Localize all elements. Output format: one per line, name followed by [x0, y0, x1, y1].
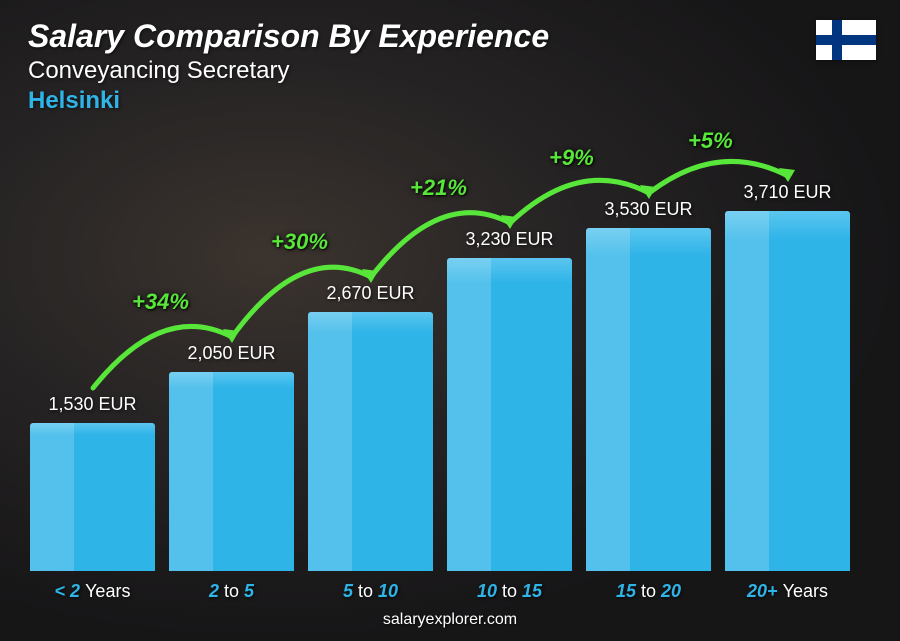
bar-group: 3,710 EUR20+ Years — [725, 182, 850, 571]
bar-category-label: < 2 Years — [55, 581, 131, 602]
chart-title: Salary Comparison By Experience — [28, 18, 872, 55]
increase-label: +21% — [410, 175, 467, 201]
bar-category-label: 5 to 10 — [343, 581, 398, 602]
bar — [447, 258, 572, 571]
chart-subtitle: Conveyancing Secretary — [28, 57, 872, 85]
bar-group: 3,530 EUR15 to 20 — [586, 199, 711, 571]
increase-label: +9% — [549, 145, 594, 171]
bar — [30, 423, 155, 571]
bar — [725, 211, 850, 571]
increase-label: +30% — [271, 229, 328, 255]
bar-category-label: 10 to 15 — [477, 581, 542, 602]
bar-category-label: 2 to 5 — [209, 581, 254, 602]
bar-category-label: 20+ Years — [747, 581, 828, 602]
bar — [586, 228, 711, 571]
bar-category-label: 15 to 20 — [616, 581, 681, 602]
footer-site: salaryexplorer.com — [0, 611, 900, 629]
bar-chart: 1,530 EUR< 2 Years2,050 EUR2 to 52,670 E… — [30, 91, 850, 571]
bar-group: 1,530 EUR< 2 Years — [30, 394, 155, 571]
increase-label: +5% — [688, 128, 733, 154]
finland-flag-icon — [816, 20, 876, 60]
increase-label: +34% — [132, 289, 189, 315]
